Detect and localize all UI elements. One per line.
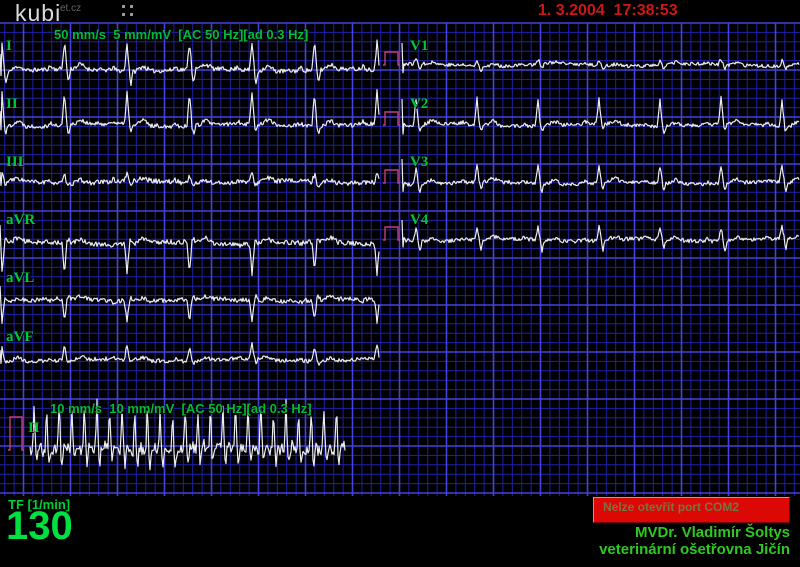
lead-label-V3-8: V3 [410, 154, 429, 170]
error-dialog[interactable]: Nelze otevřít port COM2 [593, 497, 790, 523]
ecg-trace-aVL-4 [0, 285, 380, 324]
doctor-name: MVDr. Vladimír Šoltys [634, 524, 790, 541]
lead-label-V4-9: V4 [410, 212, 429, 228]
patient-name: kubi [15, 0, 62, 26]
lead-label-III-2: III [6, 154, 24, 170]
ecg-trace-V3-8 [401, 158, 800, 194]
lead-label-V2-7: V2 [410, 96, 429, 112]
record-datetime: 1. 3.2004 17:38:53 [538, 2, 678, 19]
lead-label-aVR-3: aVR [6, 212, 36, 228]
watermark-text: et.cz [60, 3, 82, 14]
lead-label-aVF-5: aVF [6, 329, 34, 345]
lead-label-II-10: II [28, 420, 40, 436]
ecg-trace-aVR-3 [0, 224, 380, 277]
ecg-trace-II-1 [0, 89, 380, 135]
cal-pulse-V4-9 [383, 226, 400, 241]
grip-dots-icon[interactable] [122, 5, 133, 17]
ecg-trace-V2-7 [401, 95, 800, 135]
sweep-settings-rhythm: 10 mm/s 10 mm/mV [AC 50 Hz][ad 0.3 Hz] [50, 401, 312, 416]
lead-label-II-1: II [6, 96, 18, 112]
cal-pulse-II-10 [8, 416, 24, 451]
cal-pulse-V1-6 [383, 51, 400, 66]
error-message: Nelze otevřít port COM2 [603, 500, 740, 514]
cal-pulse-V2-7 [383, 111, 400, 126]
ecg-trace-aVF-5 [0, 342, 380, 366]
ecg-trace-III-2 [0, 171, 380, 188]
lead-label-aVL-4: aVL [6, 270, 35, 286]
ecg-grid-major [0, 22, 800, 496]
cal-pulse-V3-8 [383, 169, 400, 184]
lead-label-V1-6: V1 [410, 38, 429, 54]
clinic-name: veterinární ošetřovna Jičín [599, 541, 790, 558]
sweep-settings-main: 50 mm/s 5 mm/mV [AC 50 Hz][ad 0.3 Hz] [54, 27, 309, 42]
heart-rate-value: 130 [6, 504, 73, 548]
lead-label-I-0: I [6, 38, 12, 54]
ecg-trace-V1-6 [401, 42, 800, 74]
ecg-trace-I-0 [0, 39, 380, 87]
ecg-trace-V4-9 [401, 219, 800, 253]
ecg-trace-II-10 [29, 398, 346, 471]
heart-rate-label: TF [1/min] [8, 497, 71, 512]
